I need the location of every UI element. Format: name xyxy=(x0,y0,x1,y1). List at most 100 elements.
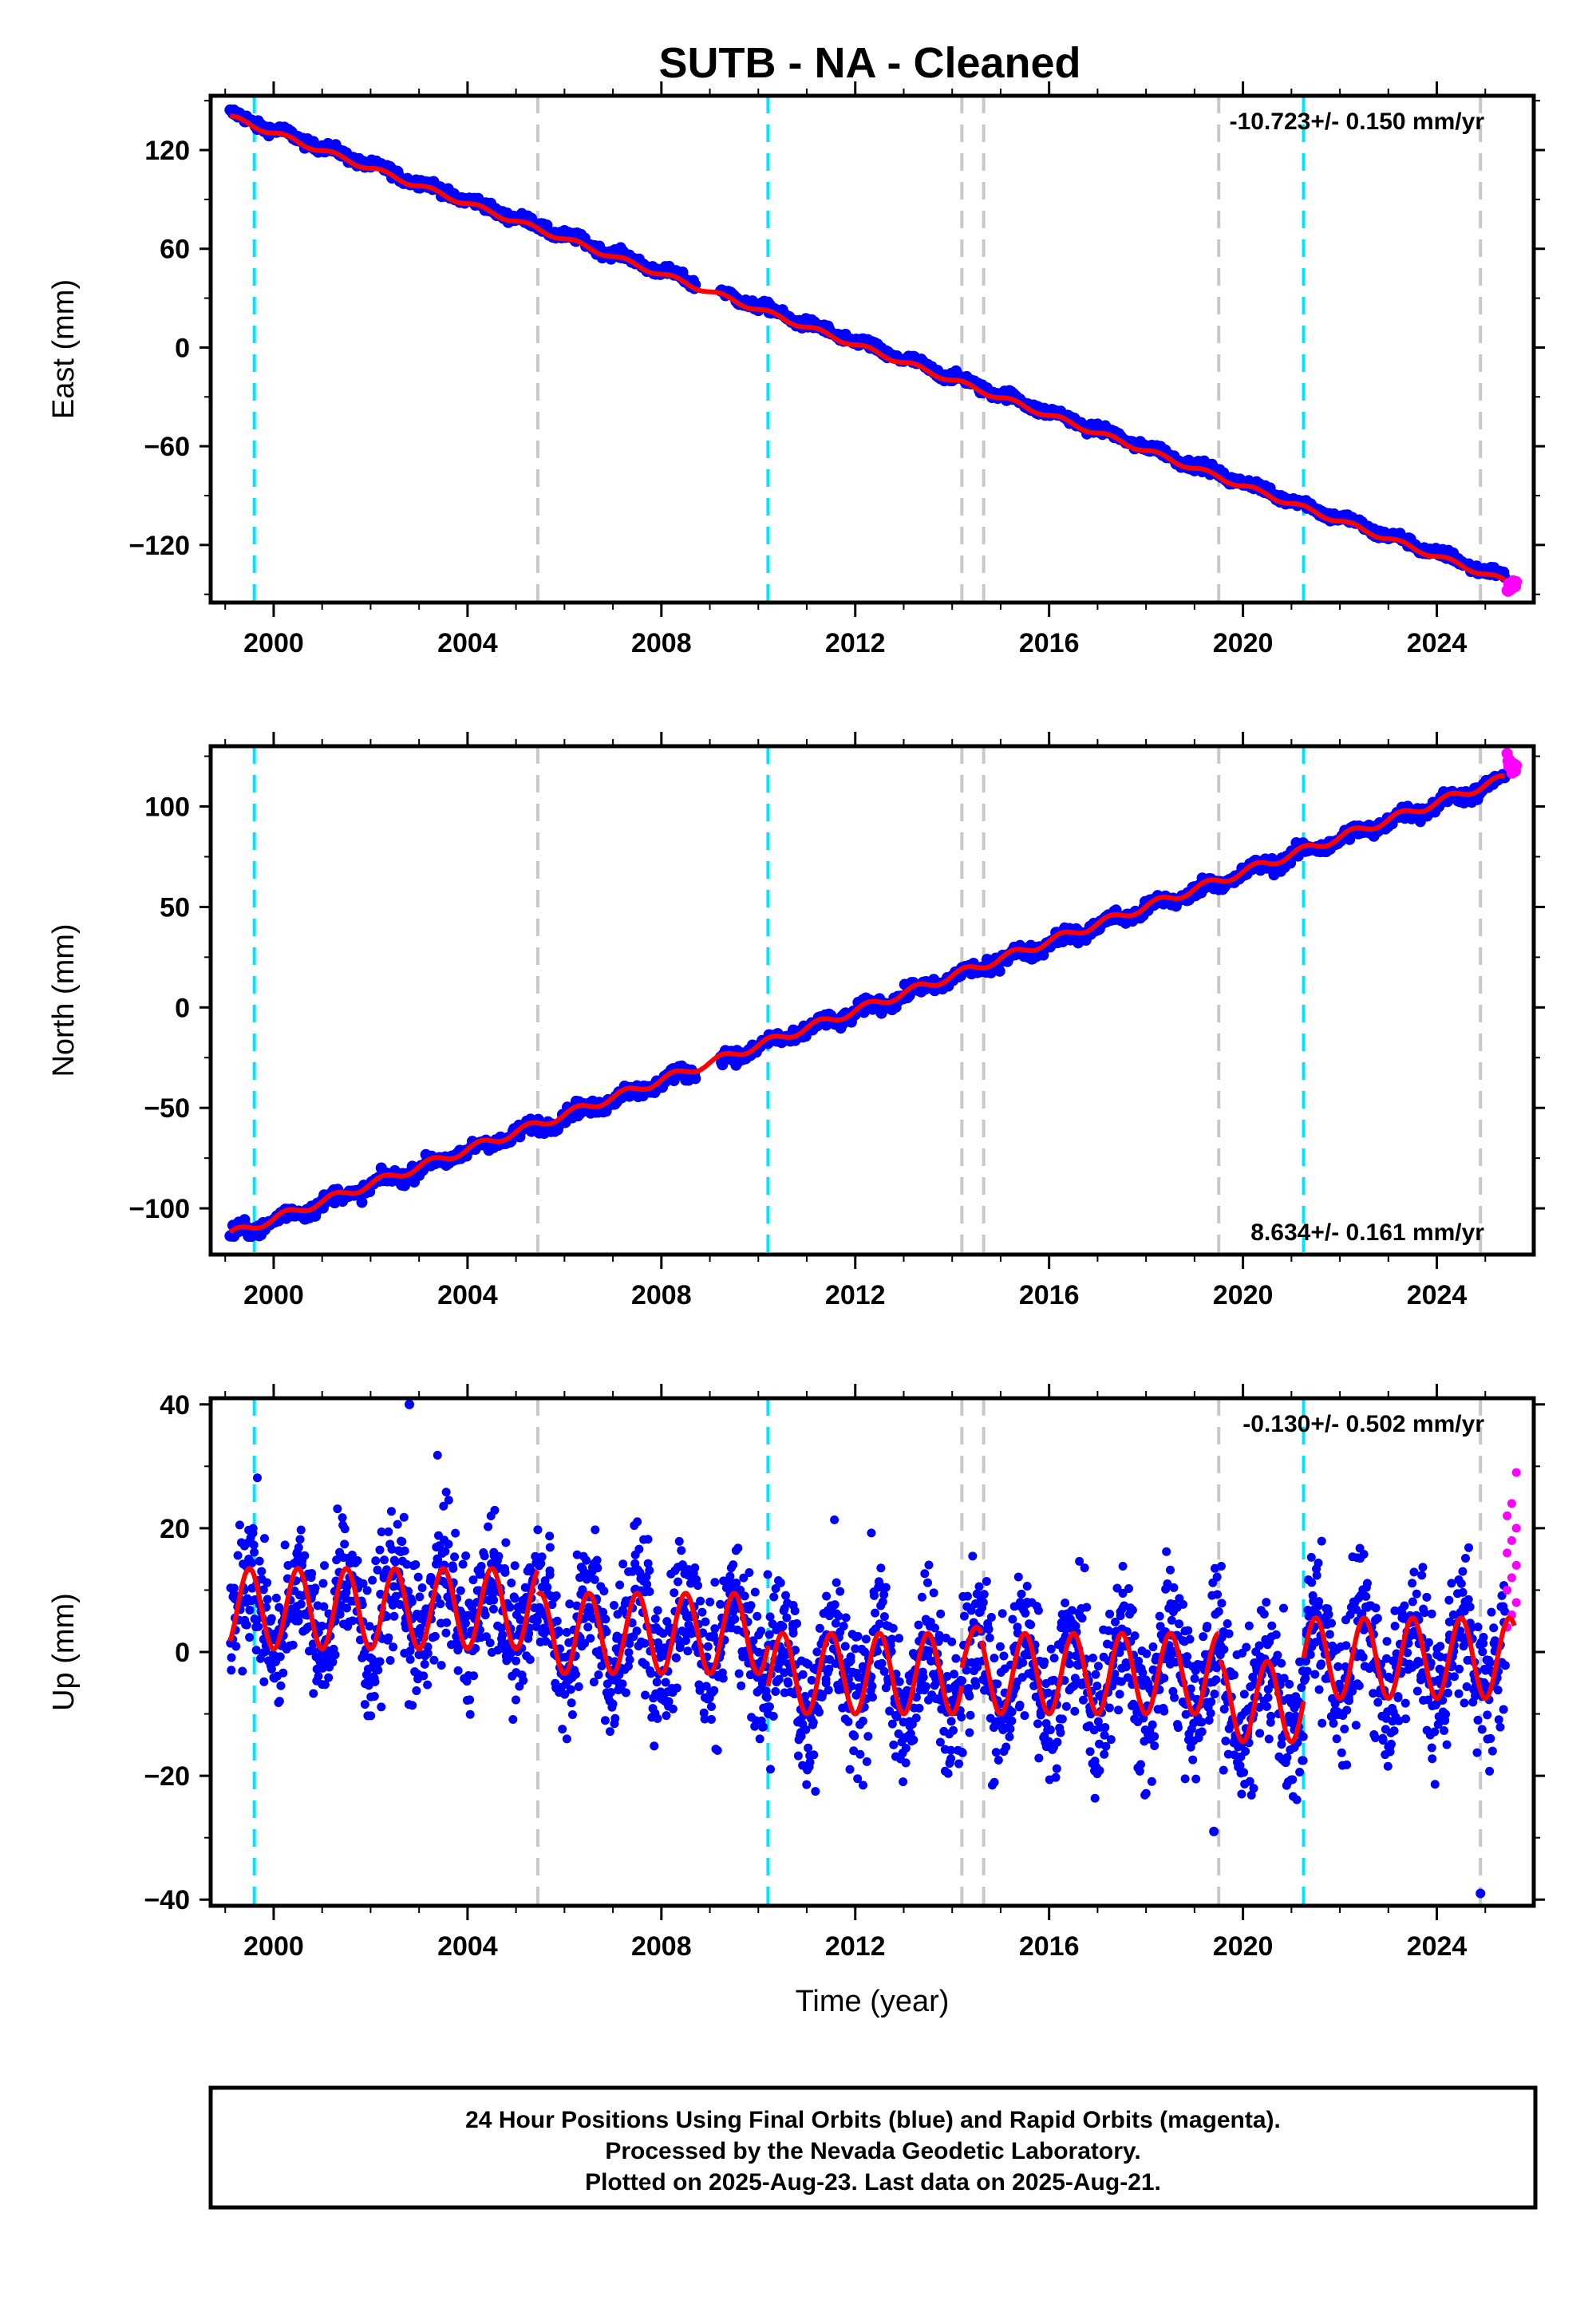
data-point xyxy=(675,1643,685,1653)
data-point xyxy=(1223,1619,1232,1629)
data-point xyxy=(895,1677,904,1686)
x-tick-label: 2016 xyxy=(1019,1280,1080,1310)
data-point xyxy=(697,1607,707,1617)
data-point xyxy=(930,1623,940,1633)
data-point xyxy=(1018,1658,1028,1667)
data-point xyxy=(713,1745,722,1755)
data-point xyxy=(1150,1732,1159,1741)
data-point xyxy=(393,1520,402,1529)
data-point xyxy=(729,1560,738,1570)
data-point xyxy=(776,1578,785,1587)
data-point xyxy=(320,1561,330,1571)
data-point xyxy=(1005,1724,1015,1733)
data-point xyxy=(429,1655,439,1665)
data-point xyxy=(307,1569,317,1579)
data-point xyxy=(247,1558,257,1567)
data-point xyxy=(935,1737,945,1747)
data-point xyxy=(706,1701,716,1711)
data-point xyxy=(843,1717,853,1726)
y-tick-label: −120 xyxy=(128,531,190,561)
x-tick-label: 2012 xyxy=(825,628,886,658)
data-point xyxy=(545,1543,555,1552)
data-point xyxy=(929,1588,938,1598)
data-point xyxy=(275,1697,284,1706)
data-point xyxy=(839,1622,848,1631)
data-point xyxy=(310,1587,319,1596)
data-point xyxy=(811,1787,820,1796)
data-point xyxy=(562,1734,571,1744)
data-point xyxy=(1249,1784,1258,1793)
data-point xyxy=(1057,1714,1067,1724)
data-point xyxy=(512,1656,521,1666)
data-point xyxy=(1159,1674,1169,1683)
data-point xyxy=(672,1683,681,1693)
data-point xyxy=(442,1618,452,1627)
data-point xyxy=(368,1575,377,1585)
data-point xyxy=(500,1567,510,1577)
data-point xyxy=(288,1640,298,1650)
data-point xyxy=(1175,1619,1184,1629)
data-point xyxy=(652,1678,662,1687)
data-point xyxy=(1147,1777,1156,1786)
data-point xyxy=(1183,1626,1193,1635)
data-point xyxy=(508,1714,518,1724)
data-point xyxy=(784,1678,793,1688)
data-point xyxy=(696,1596,705,1606)
data-point xyxy=(766,1765,776,1774)
data-point xyxy=(375,1657,385,1666)
data-point xyxy=(593,1563,602,1573)
data-point xyxy=(405,1654,415,1664)
data-point xyxy=(762,1693,772,1702)
figure-title: SUTB - NA - Cleaned xyxy=(658,39,1080,87)
data-point xyxy=(1033,1606,1043,1615)
data-point xyxy=(450,1552,460,1562)
data-point xyxy=(1033,1719,1043,1729)
data-point xyxy=(480,1611,490,1620)
data-point xyxy=(1007,1707,1017,1717)
data-point xyxy=(242,1620,251,1630)
data-point xyxy=(1078,1695,1088,1705)
data-point xyxy=(333,1504,342,1514)
data-point xyxy=(706,1714,716,1724)
data-point xyxy=(245,1633,255,1642)
data-point xyxy=(511,1695,520,1705)
data-point xyxy=(999,1651,1009,1661)
data-point xyxy=(677,1546,686,1555)
data-point xyxy=(674,1536,684,1546)
data-point xyxy=(275,1652,285,1662)
data-point xyxy=(788,1628,798,1638)
data-point xyxy=(1056,1728,1065,1737)
data-point xyxy=(888,1623,898,1633)
data-point xyxy=(1185,1634,1195,1644)
data-point xyxy=(1114,1705,1124,1715)
data-point xyxy=(505,1603,515,1612)
data-point xyxy=(1104,1703,1114,1713)
data-point xyxy=(494,1551,504,1561)
data-point xyxy=(245,1606,255,1615)
data-point xyxy=(746,1601,756,1611)
data-point xyxy=(668,1704,678,1713)
model-fit-line xyxy=(227,113,1507,582)
data-point xyxy=(790,1606,800,1615)
data-point xyxy=(252,1473,262,1483)
data-point xyxy=(1197,1717,1207,1727)
data-point xyxy=(386,1507,396,1516)
data-point xyxy=(921,1682,930,1691)
data-point xyxy=(1088,1654,1097,1663)
data-point xyxy=(420,1659,429,1669)
data-point xyxy=(389,1611,399,1621)
data-point xyxy=(968,1551,978,1561)
data-point xyxy=(461,1551,471,1561)
data-point xyxy=(901,1743,911,1753)
data-point xyxy=(259,1677,269,1686)
data-point xyxy=(591,1525,600,1535)
data-point xyxy=(1199,1632,1208,1642)
data-point xyxy=(982,1577,991,1587)
data-point xyxy=(978,1598,988,1607)
data-point xyxy=(1179,1599,1188,1609)
data-point xyxy=(1224,1629,1234,1638)
data-point xyxy=(769,1592,779,1602)
data-point xyxy=(855,1749,865,1759)
data-point xyxy=(423,1649,433,1658)
data-point xyxy=(1242,1642,1251,1652)
